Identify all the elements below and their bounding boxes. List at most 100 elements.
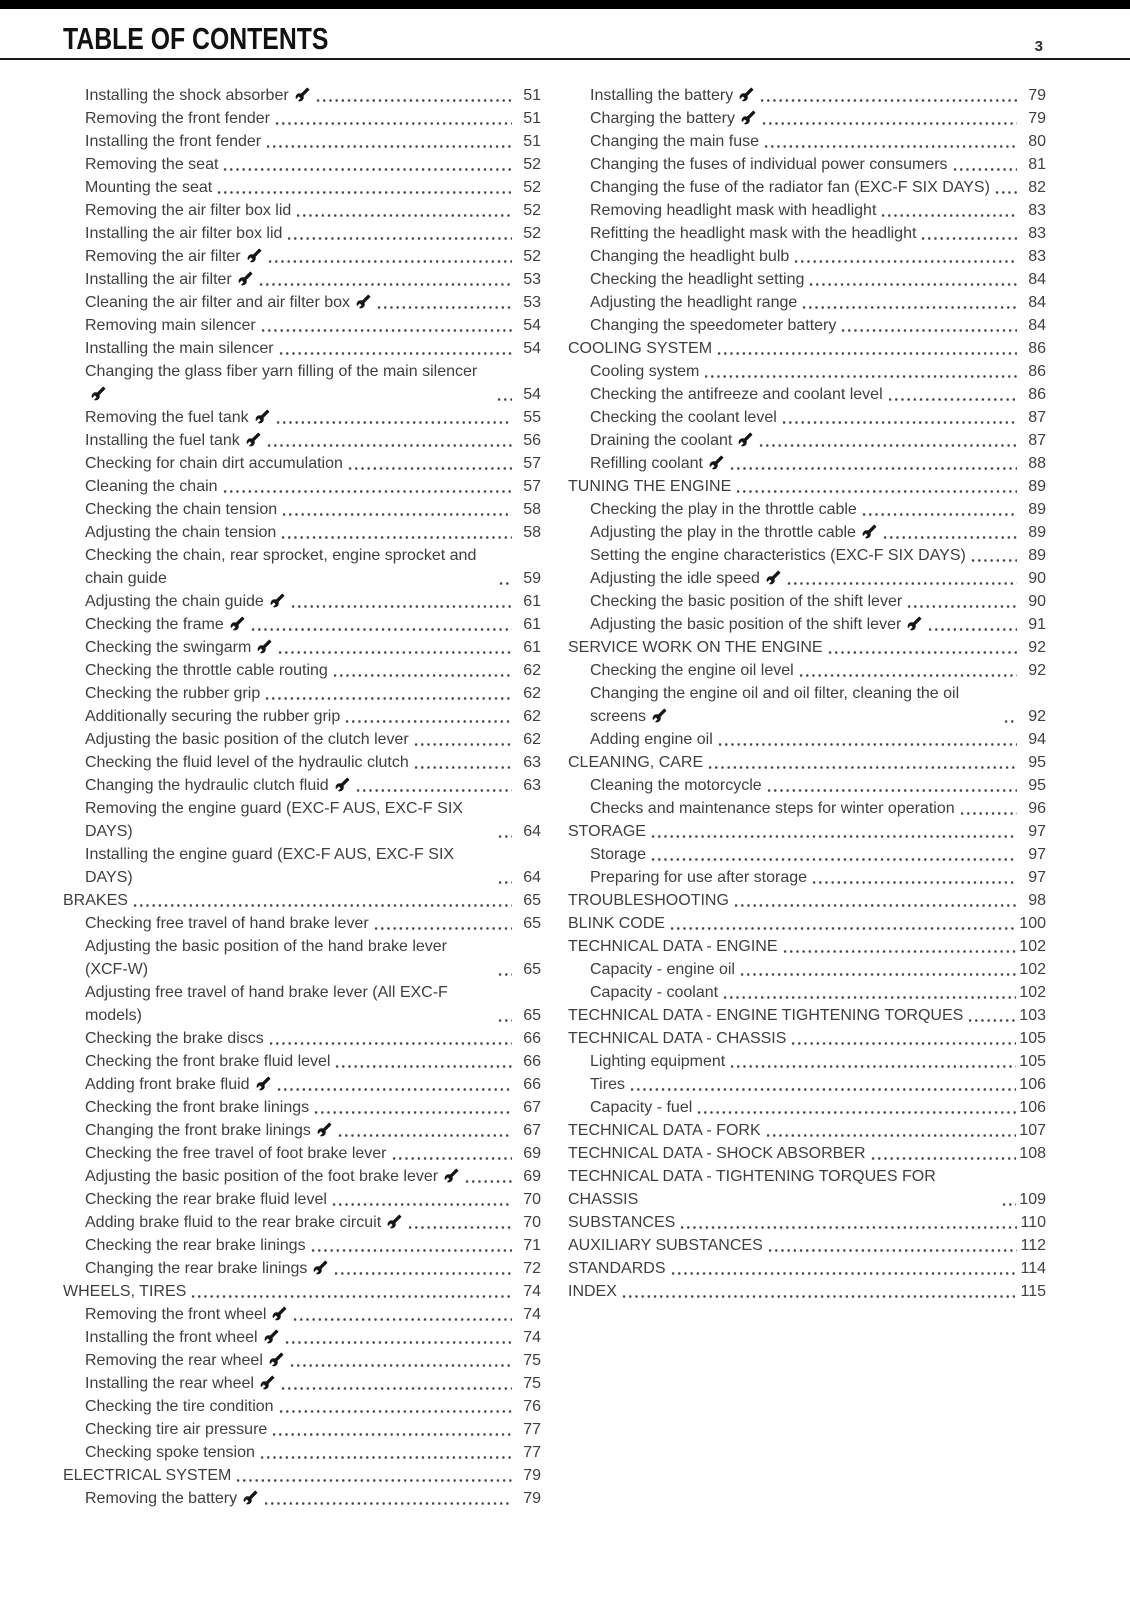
toc-entry-label: WHEELS, TIRES [63,1280,186,1303]
wrench-icon [264,1329,278,1344]
toc-entry-label: Adding engine oil [590,728,713,751]
dot-leader [265,144,512,149]
toc-entry-text: Adding engine oil [590,731,713,748]
wrench-icon [243,1490,258,1505]
toc-entry-text: Installing the air filter [85,271,232,288]
toc-entry-label: TECHNICAL DATA - CHASSIS [568,1027,786,1050]
dot-leader [407,1225,512,1230]
toc-entry-text: Changing the rear brake linings [85,1260,308,1277]
toc-entry-page: 69 [523,1145,541,1162]
dot-leader [679,1225,1017,1230]
wrench-icon [256,1076,270,1091]
toc-row: Adjusting the headlight range 84 [568,291,1046,314]
toc-entry-label: BRAKES [63,889,128,912]
dot-leader [780,420,1017,425]
toc-entry-text: Checking free travel of hand brake lever [85,915,369,932]
toc-entry-label: Changing the speedometer battery [590,314,836,337]
toc-row: CLEANING, CARE 95 [568,751,1046,774]
toc-entry-text: Changing the fuse of the radiator fan (E… [590,179,990,196]
toc-row: Checking the chain tension 58 [63,498,541,521]
dot-leader [649,834,1017,839]
toc-entry-text: Checking the coolant level [590,409,777,426]
dot-leader [763,144,1017,149]
toc-entry-page: 79 [523,1467,541,1484]
toc-entry-label: Removing the front wheel [85,1303,288,1326]
toc-row: Checking the coolant level 87 [568,406,1046,429]
toc-entry-text: TECHNICAL DATA - ENGINE TIGHTENING TORQU… [568,1007,964,1024]
dot-leader [265,443,512,448]
toc-entry-label: SERVICE WORK ON THE ENGINE [568,636,823,659]
toc-entry-page: 95 [1028,777,1046,794]
dot-leader [881,535,1017,540]
toc-row: AUXILIARY SUBSTANCES 112 [568,1234,1046,1257]
toc-row: Checking the free travel of foot brake l… [63,1142,541,1165]
toc-entry-page: 61 [523,616,541,633]
toc-row: Checking the front brake fluid level 66 [63,1050,541,1073]
toc-entry-text: Cleaning the air filter and air filter b… [85,294,351,311]
toc-entry-text: Adjusting the headlight range [590,294,798,311]
toc-row: Capacity - fuel 106 [568,1096,1046,1119]
toc-entry-label: Adjusting the chain guide [85,590,286,613]
toc-entry-text: Refitting the headlight mask with the he… [590,225,917,242]
toc-entry-page: 51 [523,87,541,104]
toc-entry-page: 84 [1028,294,1046,311]
dot-leader [259,328,512,333]
toc-entry-label: TECHNICAL DATA - ENGINE [568,935,778,958]
toc-entry-text: Checks and maintenance steps for winter … [590,800,955,817]
toc-entry-label: Changing the rear brake linings [85,1257,329,1280]
toc-entry-label: Checking free travel of hand brake lever [85,912,369,935]
toc-entry-label: COOLING SYSTEM [568,337,712,360]
toc-row: Changing the speedometer battery 84 [568,314,1046,337]
toc-row: Removing the seat 52 [63,153,541,176]
toc-entry-label: TECHNICAL DATA - ENGINE TIGHTENING TORQU… [568,1004,963,1027]
toc-row: Checking the frame 61 [63,613,541,636]
toc-entry-label: Adjusting the basic position of the foot… [85,1165,460,1188]
toc-entry-label: Removing the air filter box lid [85,199,291,222]
toc-entry-page: 76 [523,1398,541,1415]
toc-entry-text: Removing the battery [85,1490,238,1507]
dot-leader [840,328,1017,333]
toc-entry-label: Removing the battery [85,1487,259,1510]
wrench-icon [741,110,756,125]
toc-entry-label: Setting the engine characteristics (EXC-… [590,544,966,567]
toc-entry-label: Checking the chain tension [85,498,277,521]
toc-entry-page: 53 [523,271,541,288]
toc-entry-label: Checking the antifreeze and coolant leve… [590,383,883,406]
dot-leader [190,1294,512,1299]
toc-row: TUNING THE ENGINE 89 [568,475,1046,498]
toc-body: Installing the shock absorber 51 Removin… [0,60,1130,1510]
toc-entry-text: Removing headlight mask with headlight [590,202,877,219]
toc-entry-text: Installing the shock absorber [85,87,289,104]
dot-leader [271,1432,512,1437]
dot-leader [703,374,1017,379]
toc-entry-label: Adjusting free travel of hand brake leve… [85,981,493,1027]
toc-entry-text: Changing the front brake linings [85,1122,311,1139]
toc-entry-text: Cleaning the chain [85,478,218,495]
toc-row: Removing the front fender 51 [63,107,541,130]
toc-entry-text: Checking the rear brake linings [85,1237,306,1254]
dot-leader [333,1271,512,1276]
toc-entry-page: 114 [1020,1260,1046,1277]
toc-entry-label: Changing the hydraulic clutch fluid [85,774,351,797]
toc-entry-text: Tires [590,1076,625,1093]
toc-row: Changing the main fuse 80 [568,130,1046,153]
toc-row: Checking the fluid level of the hydrauli… [63,751,541,774]
toc-entry-label: Installing the battery [590,84,755,107]
dot-leader [222,167,512,172]
toc-row: TECHNICAL DATA - ENGINE 102 [568,935,1046,958]
toc-row: Adjusting the basic position of the foot… [63,1165,541,1188]
toc-entry-label: Checking the rear brake fluid level [85,1188,327,1211]
dot-leader [275,1087,512,1092]
toc-entry-page: 56 [523,432,541,449]
dot-leader [716,351,1017,356]
dot-leader [286,236,512,241]
dot-leader [958,811,1017,816]
toc-entry-page: 70 [523,1191,541,1208]
toc-entry-text: Checking the antifreeze and coolant leve… [590,386,883,403]
toc-entry-label: Adjusting the idle speed [590,567,782,590]
toc-row: Installing the front wheel 74 [63,1326,541,1349]
toc-row: Checks and maintenance steps for winter … [568,797,1046,820]
toc-entry-page: 98 [1028,892,1046,909]
dot-leader [257,282,512,287]
toc-entry-label: Checking the brake discs [85,1027,264,1050]
